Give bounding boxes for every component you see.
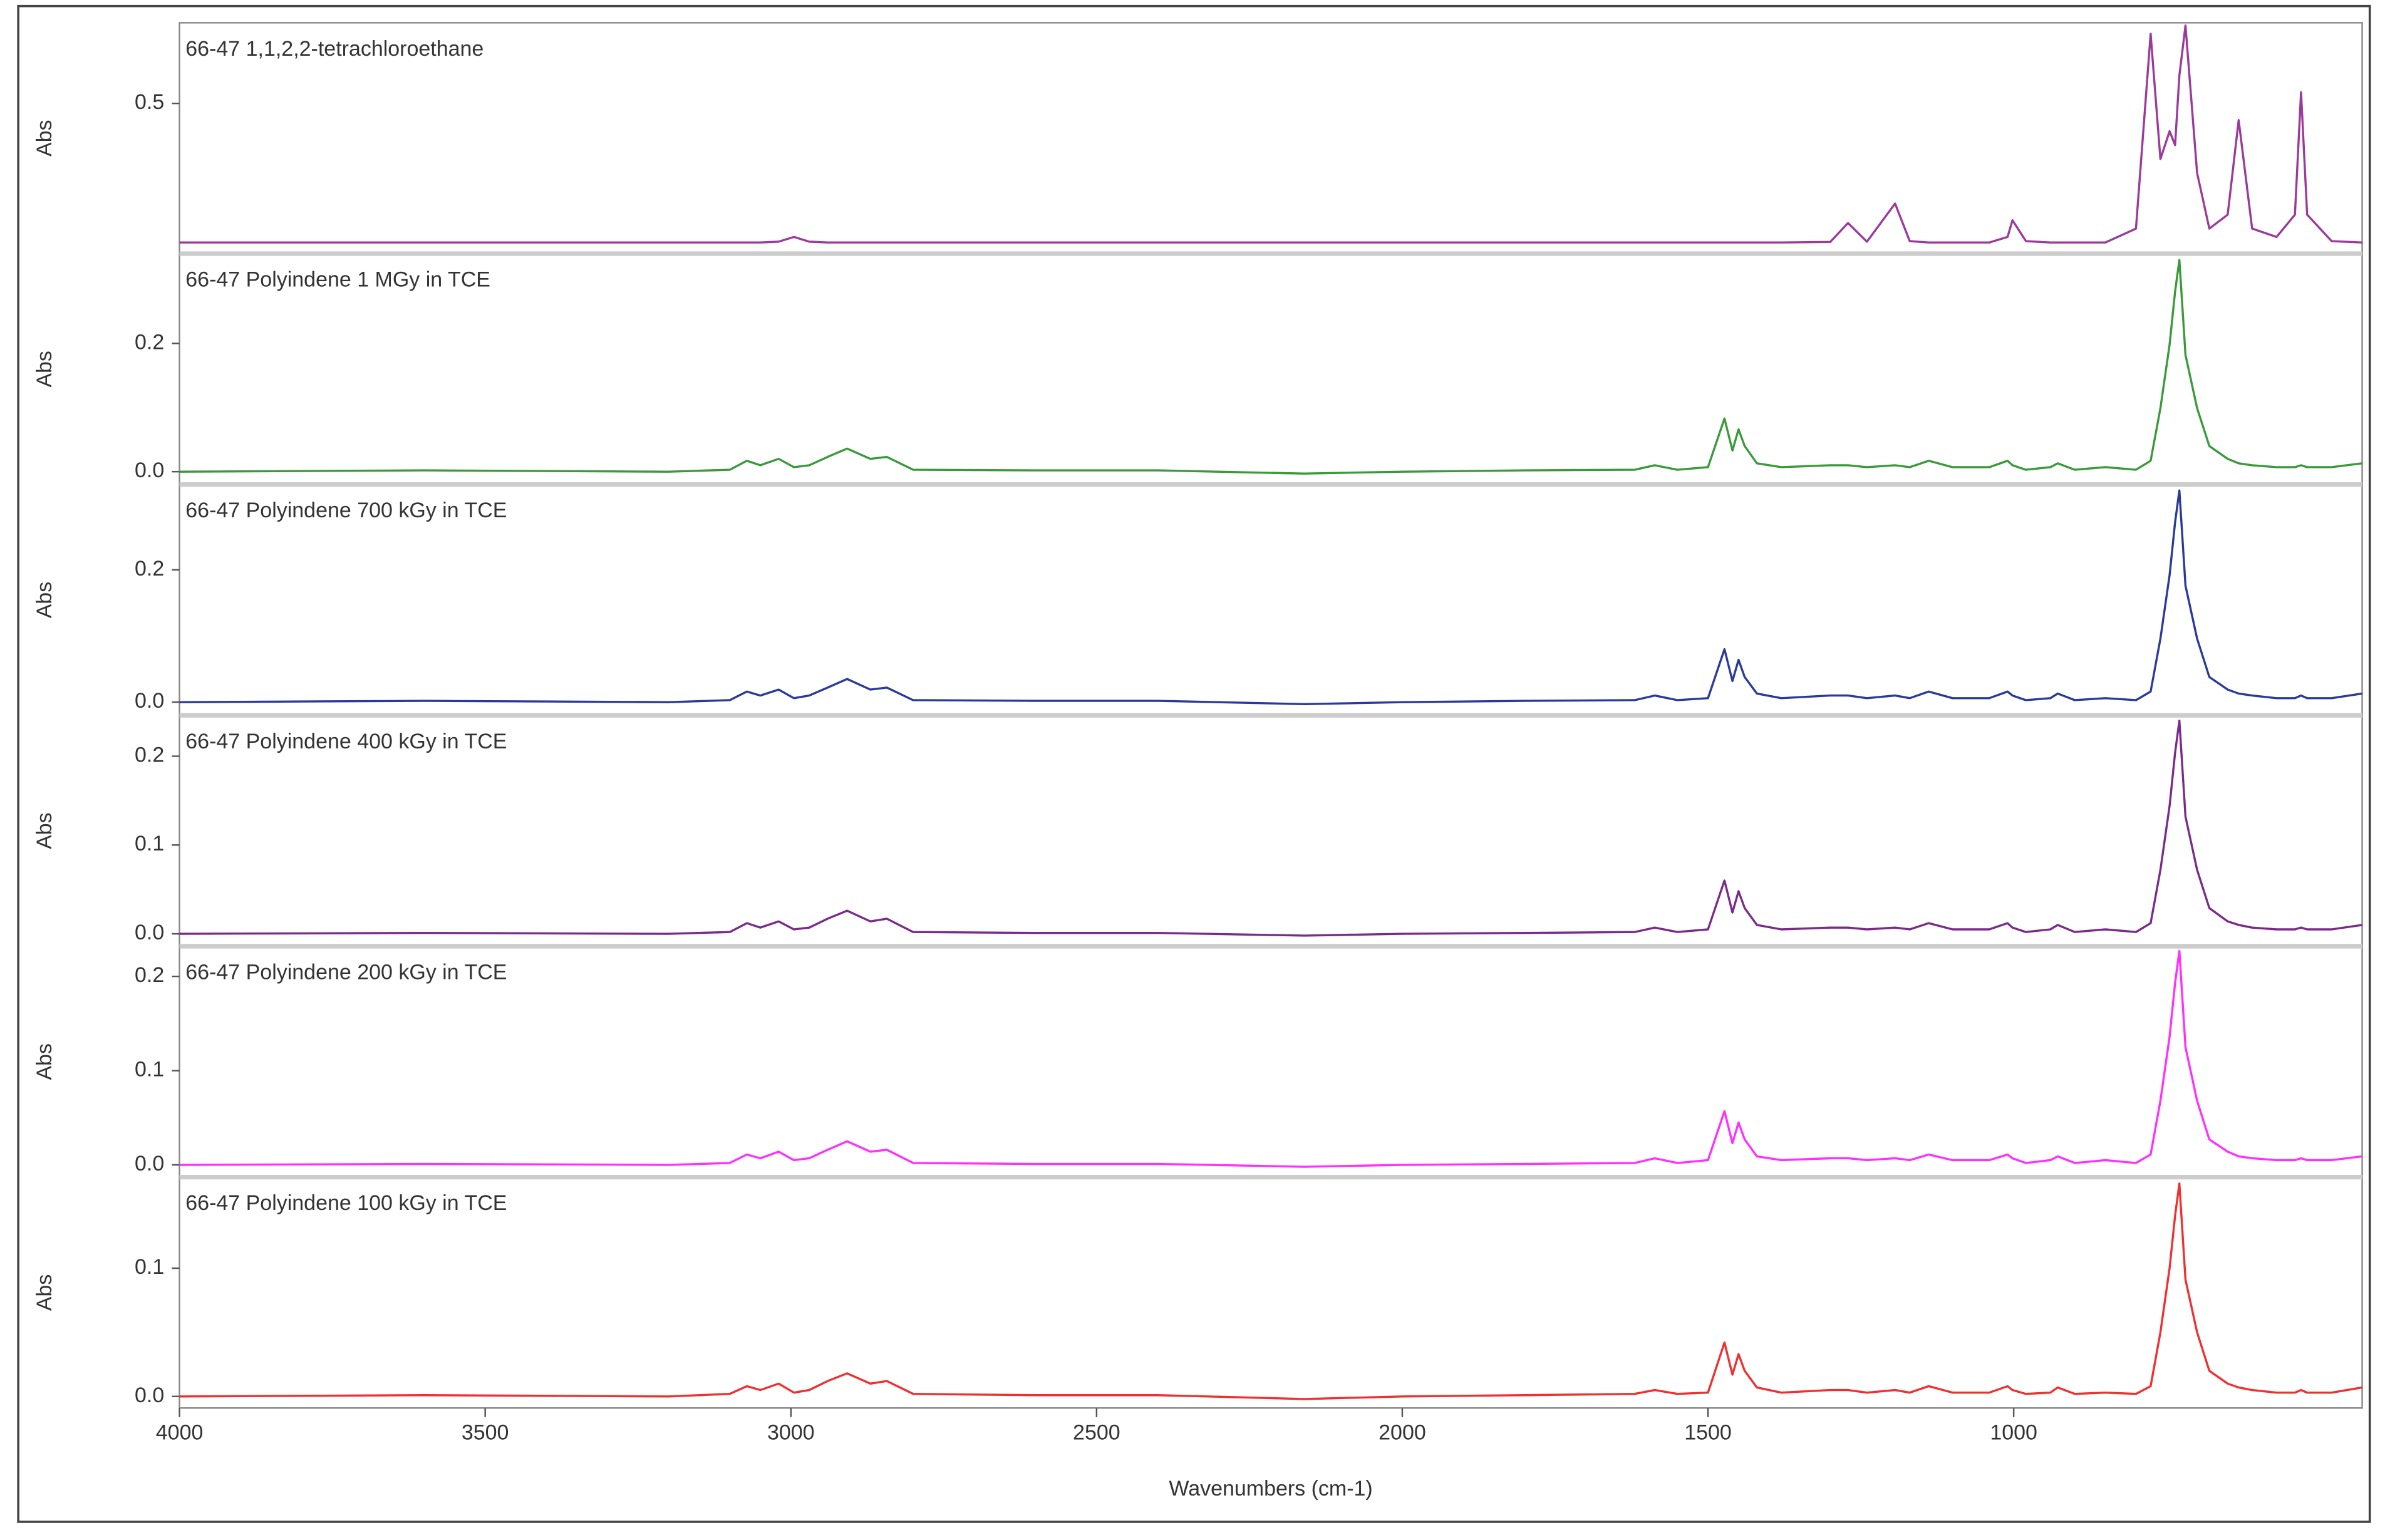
y-tick-label: 0.0 (135, 1152, 164, 1176)
spectrum-line (179, 259, 2362, 475)
x-tick-label: 4000 (156, 1420, 204, 1444)
x-tick-label: 1500 (1684, 1420, 1732, 1444)
spectrum-line (179, 720, 2362, 937)
x-tick-label: 3500 (462, 1420, 509, 1444)
panel-title: 66-47 Polyindene 1 MGy in TCE (185, 268, 490, 292)
y-tick-label: 0.1 (135, 832, 164, 855)
y-axis-label: Abs (33, 1274, 56, 1311)
y-tick-label: 0.0 (135, 689, 164, 713)
spectrum-line (179, 489, 2362, 706)
y-tick-label: 0.5 (135, 90, 164, 114)
y-tick-label: 0.0 (135, 458, 164, 482)
panel-title: 66-47 Polyindene 100 kGy in TCE (185, 1191, 507, 1215)
panel-title: 66-47 Polyindene 700 kGy in TCE (185, 499, 507, 522)
panel-title: 66-47 Polyindene 400 kGy in TCE (185, 730, 507, 753)
y-tick-label: 0.2 (135, 963, 164, 987)
x-axis-label: Wavenumbers (cm-1) (1169, 1477, 1372, 1501)
x-tick-label: 2500 (1073, 1420, 1120, 1444)
y-tick-label: 0.0 (135, 921, 164, 944)
spectrum-line (179, 1182, 2362, 1400)
outer-frame (17, 4, 2371, 1523)
spectrum-line (179, 24, 2362, 244)
y-axis-label: Abs (33, 812, 56, 849)
y-tick-label: 0.2 (135, 330, 164, 354)
x-tick-label: 1000 (1990, 1420, 2037, 1444)
y-axis-label: Abs (33, 582, 56, 618)
spectrum-line (179, 949, 2362, 1168)
y-axis-label: Abs (33, 120, 56, 156)
x-tick-label: 3000 (767, 1420, 815, 1444)
y-tick-label: 0.2 (135, 743, 164, 767)
y-axis-label: Abs (33, 351, 56, 387)
y-tick-label: 0.1 (135, 1058, 164, 1082)
y-tick-label: 0.0 (135, 1383, 164, 1407)
panel-title: 66-47 1,1,2,2-tetrachloroethane (185, 37, 484, 61)
panel-title: 66-47 Polyindene 200 kGy in TCE (185, 961, 507, 984)
y-tick-label: 0.1 (135, 1255, 164, 1279)
y-tick-label: 0.2 (135, 557, 164, 581)
y-axis-label: Abs (33, 1043, 56, 1080)
x-tick-label: 2000 (1379, 1420, 1426, 1444)
